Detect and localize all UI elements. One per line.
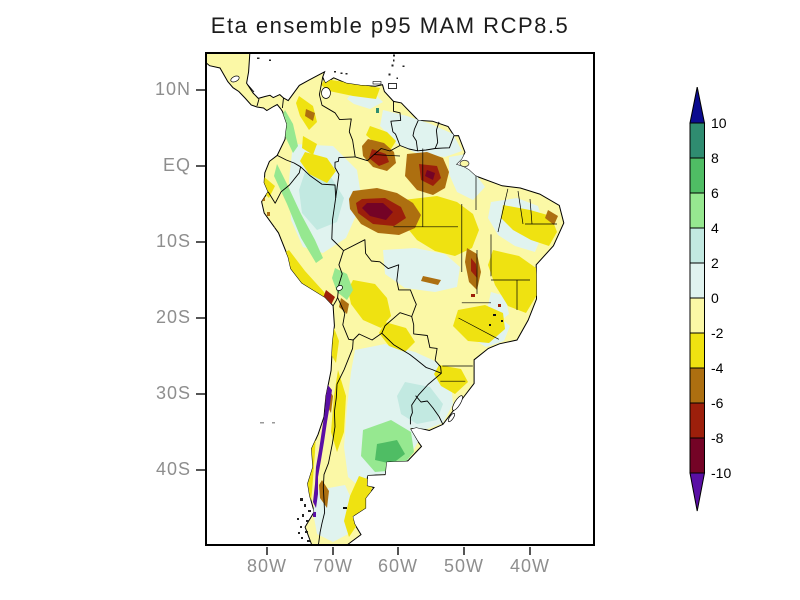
- lon-tick-mark: [397, 547, 399, 555]
- lat-tick-label: 40S: [131, 459, 191, 480]
- colorbar-label: 6: [711, 185, 719, 201]
- lat-tick-mark: [196, 393, 205, 395]
- lon-tick-label: 80W: [235, 556, 299, 577]
- lat-tick-label: 10N: [131, 79, 191, 100]
- colorbar-arrow-top: [690, 87, 705, 123]
- lat-tick-label: EQ: [131, 155, 191, 176]
- lon-tick-label: 50W: [432, 556, 496, 577]
- lon-tick-mark: [266, 547, 268, 555]
- lon-tick-label: 40W: [498, 556, 562, 577]
- colorbar-segment: [690, 298, 705, 333]
- lon-tick-mark: [529, 547, 531, 555]
- map-plot: [205, 52, 595, 546]
- colorbar-label: -2: [711, 325, 724, 341]
- colorbar-label: 10: [711, 115, 727, 131]
- colorbar-arrow-bottom: [690, 473, 705, 511]
- colorbar-segment: [690, 368, 705, 403]
- lat-tick-label: 20S: [131, 307, 191, 328]
- colorbar-segment: [690, 123, 705, 158]
- plot-title: Eta ensemble p95 MAM RCP8.5: [190, 13, 590, 39]
- lat-tick-mark: [196, 469, 205, 471]
- colorbar-segment: [690, 228, 705, 263]
- colorbar-segment: [690, 333, 705, 368]
- colorbar-segment: [690, 438, 705, 473]
- colorbar-segment: [690, 263, 705, 298]
- lon-tick-mark: [332, 547, 334, 555]
- figure-canvas: Eta ensemble p95 MAM RCP8.5: [0, 0, 800, 600]
- colorbar-label: -10: [711, 465, 731, 481]
- colorbar-label: 8: [711, 150, 719, 166]
- lon-tick-mark: [463, 547, 465, 555]
- colorbar: 10 8 6 4 2 0 -2 -4 -6 -8 -10: [688, 87, 758, 517]
- colorbar-label: 0: [711, 290, 719, 306]
- lat-tick-label: 30S: [131, 383, 191, 404]
- lon-tick-label: 60W: [366, 556, 430, 577]
- lat-tick-mark: [196, 317, 205, 319]
- colorbar-segment: [690, 193, 705, 228]
- lat-tick-label: 10S: [131, 231, 191, 252]
- lat-tick-mark: [196, 165, 205, 167]
- lat-tick-mark: [196, 89, 205, 91]
- lat-tick-mark: [196, 241, 205, 243]
- lon-tick-label: 70W: [301, 556, 365, 577]
- colorbar-segment: [690, 158, 705, 193]
- colorbar-segment: [690, 403, 705, 438]
- colorbar-label: -6: [711, 395, 724, 411]
- colorbar-label: -8: [711, 430, 724, 446]
- colorbar-label: 4: [711, 220, 719, 236]
- colorbar-label: -4: [711, 360, 724, 376]
- colorbar-label: 2: [711, 255, 719, 271]
